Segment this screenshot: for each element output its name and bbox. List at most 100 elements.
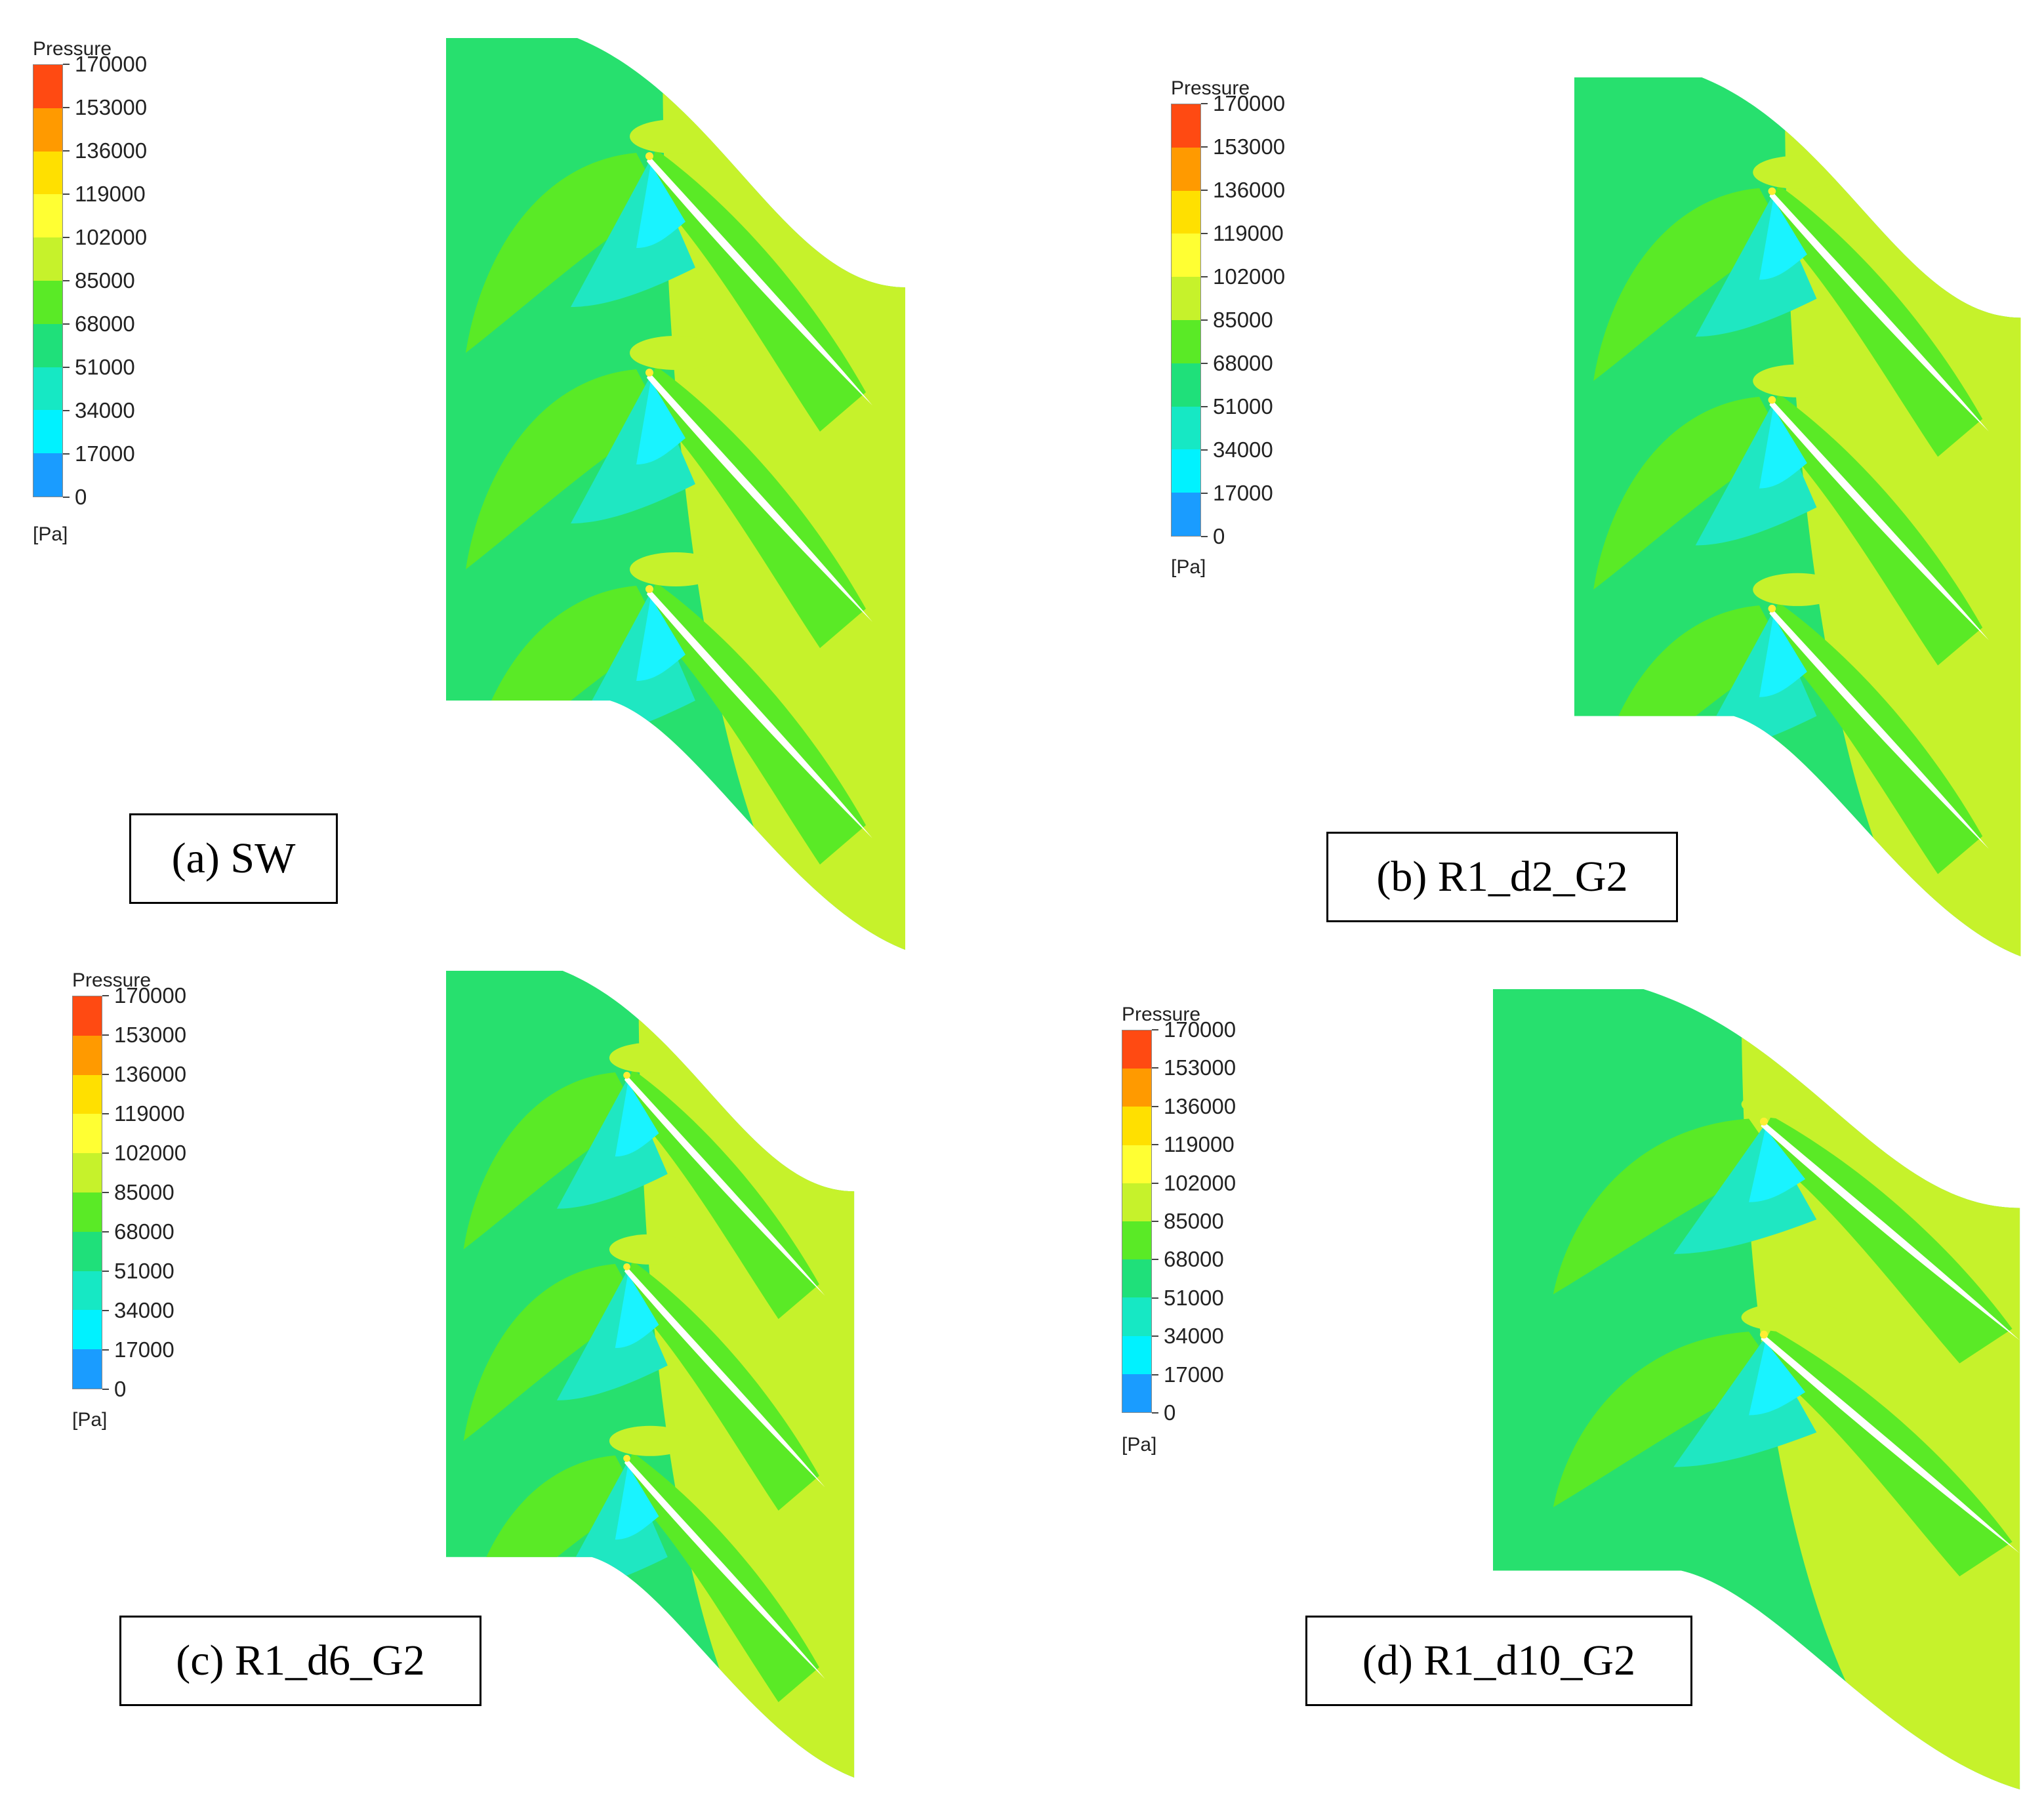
legend-tick-mark [1152,1412,1158,1414]
legend-color-band [73,1153,102,1192]
legend-color-band [73,1035,102,1075]
legend-tick-mark [102,1310,109,1311]
stagnation-point [645,369,653,377]
caption-c: (c) R1_d6_G2 [119,1616,481,1706]
stagnation-point [623,1263,630,1271]
mid-pressure-lobe [466,153,663,353]
legend-color-band [1172,406,1200,450]
legend-tick-mark [102,1389,109,1390]
legend-tick-label: 136000 [75,138,148,163]
stagnation-point [1760,1330,1768,1339]
legend-tick-mark [63,194,70,195]
lowest-pressure-core [1759,407,1807,489]
legend-tick-mark [1201,406,1208,407]
lowest-pressure-core [615,1273,659,1349]
lowest-pressure-core [636,164,685,248]
legend-tick-label: 17000 [1213,481,1273,505]
legend-tick-label: 170000 [75,52,148,76]
stagnation-point [1768,187,1776,195]
pressure-contour-c [446,971,855,1778]
legend-tick-label: 119000 [114,1101,185,1126]
legend-tick-mark [1201,536,1208,537]
lowest-pressure-core [636,380,685,464]
legend-tick-label: 153000 [1213,134,1286,159]
pressure-contour-d [1493,989,2020,1789]
legend-tick-label: 85000 [114,1180,174,1204]
stagnation-point [1768,605,1776,613]
legend-color-band [73,1349,102,1389]
mid-pressure-lobe [466,369,663,569]
legend-tick-mark [63,64,70,65]
legend-tick-mark [63,150,70,152]
legend-unit: [Pa] [1171,556,1206,578]
leading-edge-bubble [630,119,722,153]
legend-tick-mark [1201,493,1208,494]
legend-tick-label: 170000 [114,983,187,1008]
leading-edge-bubble [1753,573,1843,606]
mid-pressure-lobe [1553,1332,1779,1507]
legend-tick-mark [1201,319,1208,321]
legend-color-band [73,1114,102,1154]
legend-color-band [33,151,62,195]
legend-color-band [1172,277,1200,320]
legend-tick-label: 17000 [1164,1362,1224,1387]
legend-tick-label: 0 [75,485,87,509]
legend-unit: [Pa] [33,523,68,545]
legend-tick-mark [102,1152,109,1154]
legend-color-band [1172,319,1200,363]
legend-color-band [33,108,62,152]
legend-color-band [1122,1183,1151,1221]
legend-tick-label: 51000 [75,355,135,379]
legend-tick-mark [1152,1105,1158,1107]
legend-tick-label: 119000 [75,182,146,206]
mid-pressure-lobe [463,1263,639,1441]
legend-color-band [1122,1335,1151,1374]
legend-tick-label: 68000 [114,1219,174,1244]
legend-tick-mark [102,995,109,996]
caption-a: (a) SW [129,813,338,904]
legend-color-band [1172,190,1200,234]
legend-tick-label: 153000 [114,1023,187,1047]
leading-edge-bubble [609,1042,691,1073]
legend-title: Pressure [1171,77,1250,99]
legend-tick-label: 68000 [1213,351,1273,375]
legend-tick-mark [1152,1182,1158,1184]
legend-tick-label: 119000 [1164,1132,1235,1157]
legend-tick-mark [63,410,70,411]
legend-tick-mark [1152,1067,1158,1069]
leading-edge-bubble [609,1425,691,1456]
legend-tick-label: 136000 [1164,1093,1237,1118]
panel-c: Pressure 170000 153000 136000 119000 102000 8… [72,969,855,1778]
lowest-pressure-core [1759,199,1807,280]
legend-tick-mark [1201,146,1208,148]
lowest-pressure-core [636,597,685,681]
pressure-legend: Pressure 170000 153000 136000 119000 102000 8… [72,969,243,1468]
legend-tick-label: 0 [114,1377,127,1401]
legend-tick-label: 136000 [114,1062,187,1086]
legend-color-band [33,280,62,324]
legend-tick-label: 51000 [114,1259,174,1283]
legend-tick-mark [102,1113,109,1114]
caption-b: (b) R1_d2_G2 [1326,832,1678,922]
legend-tick-mark [102,1074,109,1075]
leading-edge-bubble [630,552,722,586]
legend-tick-label: 85000 [1164,1209,1224,1233]
legend-tick-mark [1152,1259,1158,1261]
legend-tick-mark [1201,103,1208,104]
legend-unit: [Pa] [1122,1434,1157,1456]
legend-tick-label: 102000 [1164,1170,1237,1195]
pressure-legend: Pressure 170000 153000 136000 119000 102000 8… [1171,77,1341,602]
stagnation-point [645,152,653,160]
legend-tick-label: 17000 [114,1337,174,1362]
legend-color-band [1172,104,1200,148]
legend-tick-mark [1201,233,1208,234]
legend-tick-mark [102,1231,109,1232]
leading-edge-bubble [630,336,722,370]
legend-tick-label: 153000 [75,95,148,119]
mid-pressure-lobe [463,1072,639,1250]
legend-color-band [73,1231,102,1271]
leading-edge-bubble [1741,1089,1847,1120]
legend-tick-label: 17000 [75,441,135,466]
legend-tick-label: 34000 [75,398,135,422]
